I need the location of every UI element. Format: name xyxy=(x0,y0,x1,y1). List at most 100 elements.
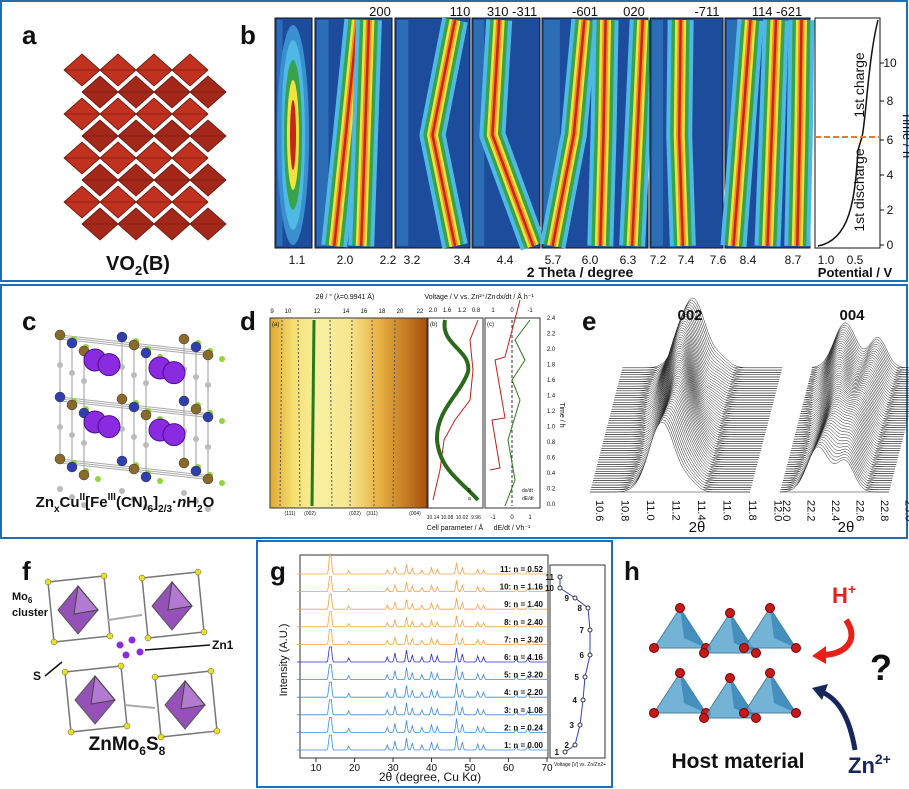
formula-sub: 2 xyxy=(135,263,142,278)
tick-label: -1 xyxy=(490,515,496,521)
tick-label: 11.4 xyxy=(695,500,707,521)
xrd-trace xyxy=(296,699,547,716)
annotation: S xyxy=(33,669,41,683)
tick-label: 11.0 xyxy=(644,500,656,521)
panel-label: a xyxy=(22,20,37,50)
peak-label: -601 xyxy=(572,4,598,19)
y-tick-label: 0 xyxy=(887,238,894,252)
atom xyxy=(66,461,78,473)
ion-label: Zn2+ xyxy=(848,751,891,778)
reflection xyxy=(310,319,316,507)
atom xyxy=(202,411,214,423)
atom xyxy=(140,471,152,483)
zn-ion xyxy=(97,353,121,377)
tick-label: 12.0 xyxy=(772,500,784,521)
x-tick-label: 0.5 xyxy=(847,253,864,267)
heatmap-ridge xyxy=(491,19,535,247)
trace-label: 10: n = 1.16 xyxy=(500,583,544,592)
x-tick-label: 40 xyxy=(426,763,438,774)
formula-part: S xyxy=(146,734,159,755)
tick-label: 1 xyxy=(491,308,495,314)
y-tick-label: 4 xyxy=(887,168,894,182)
x-axis-label: 2θ xyxy=(689,519,706,536)
potential-curve xyxy=(817,19,879,247)
trace-label: 7: n = 3.20 xyxy=(504,635,543,644)
atom xyxy=(81,440,87,446)
x-axis-label: 2 Theta / degree xyxy=(527,264,634,280)
tick-label: (a) xyxy=(272,322,279,328)
formula-part: (B) xyxy=(142,253,170,275)
voltage-point xyxy=(582,674,588,680)
tick-label: 22.0 xyxy=(780,500,792,521)
s-atom xyxy=(61,668,69,676)
axis-label: Time / h xyxy=(558,402,565,427)
atom xyxy=(128,463,140,475)
axis-label: 2θ / ° (λ=0.9941 Å) xyxy=(316,292,375,301)
x-tick-label: 7.6 xyxy=(710,253,727,267)
s-atom xyxy=(200,628,208,636)
de-curve xyxy=(489,299,521,471)
voltage-curve xyxy=(432,319,479,501)
tick-label: 0.2 xyxy=(547,487,556,493)
point-label: 1 xyxy=(555,748,560,757)
panel-label: h xyxy=(624,556,640,586)
heatmap-band xyxy=(474,20,485,246)
rate-curve xyxy=(504,319,531,507)
heatmap xyxy=(269,317,428,509)
o-atom xyxy=(765,603,775,613)
x-tick-label: 10 xyxy=(310,763,322,774)
drawings xyxy=(44,17,909,762)
formula-part: Cu xyxy=(60,494,80,511)
heatmap-ridge xyxy=(732,19,752,247)
peak-label: 200 xyxy=(369,4,391,19)
tick-label: a xyxy=(468,496,471,502)
x-tick-label: 70 xyxy=(541,763,553,774)
tick-label: 11.8 xyxy=(746,500,758,521)
x-axis-label: 2θ (degree, Cu Kα) xyxy=(379,770,481,784)
formula-part: ZnMo xyxy=(89,734,140,755)
formula-part: (CN) xyxy=(116,494,148,511)
heatmap-ridge xyxy=(431,19,457,247)
voltage-point xyxy=(577,722,583,728)
arrow-head xyxy=(812,646,826,664)
ion-sup: 2+ xyxy=(875,751,891,767)
atom xyxy=(116,455,128,467)
annotation-part: Mo xyxy=(12,591,28,603)
zn-ion xyxy=(97,415,121,439)
trace-label: 9: n = 1.40 xyxy=(504,600,543,609)
voltage-point xyxy=(572,742,578,748)
tick-label: 9.96 xyxy=(471,515,481,521)
panel-label: g xyxy=(270,556,286,586)
atom xyxy=(143,504,149,510)
xrd-trace xyxy=(296,611,547,628)
atom xyxy=(116,331,128,343)
peak-label: 114 -621 xyxy=(752,4,802,19)
x-tick-label: 50 xyxy=(464,763,476,774)
xrd-trace xyxy=(296,553,547,575)
tick-label: 0.6 xyxy=(547,456,556,462)
ion-part: Zn xyxy=(848,753,875,778)
o-atom xyxy=(791,643,801,653)
tick-label: 22.4 xyxy=(829,500,841,521)
panel-label: d xyxy=(240,306,256,336)
atom xyxy=(95,476,101,482)
tick-label: 22 xyxy=(417,309,424,315)
formula: ZnxCuII[FeIII(CN)6]2/3·nH2O xyxy=(36,492,215,515)
atom xyxy=(205,506,211,512)
o-atom xyxy=(765,668,775,678)
caption: Host material xyxy=(671,750,804,773)
annotation: cluster xyxy=(12,607,49,619)
atom xyxy=(205,382,211,388)
atom xyxy=(119,426,125,432)
voltage-point xyxy=(572,595,578,601)
x-axis-label: 2θ xyxy=(838,519,855,536)
tick-label: 10.8 xyxy=(619,500,631,521)
point-label: 8 xyxy=(578,604,583,613)
zn-atom xyxy=(128,636,136,644)
heatmap-ridge xyxy=(677,19,685,247)
tick-label: 1.6 xyxy=(443,308,452,314)
atom xyxy=(131,496,137,502)
x-tick-label: 8.4 xyxy=(740,253,757,267)
peak-label: 004 xyxy=(839,307,865,324)
x-tick-label: 8.7 xyxy=(785,253,802,267)
